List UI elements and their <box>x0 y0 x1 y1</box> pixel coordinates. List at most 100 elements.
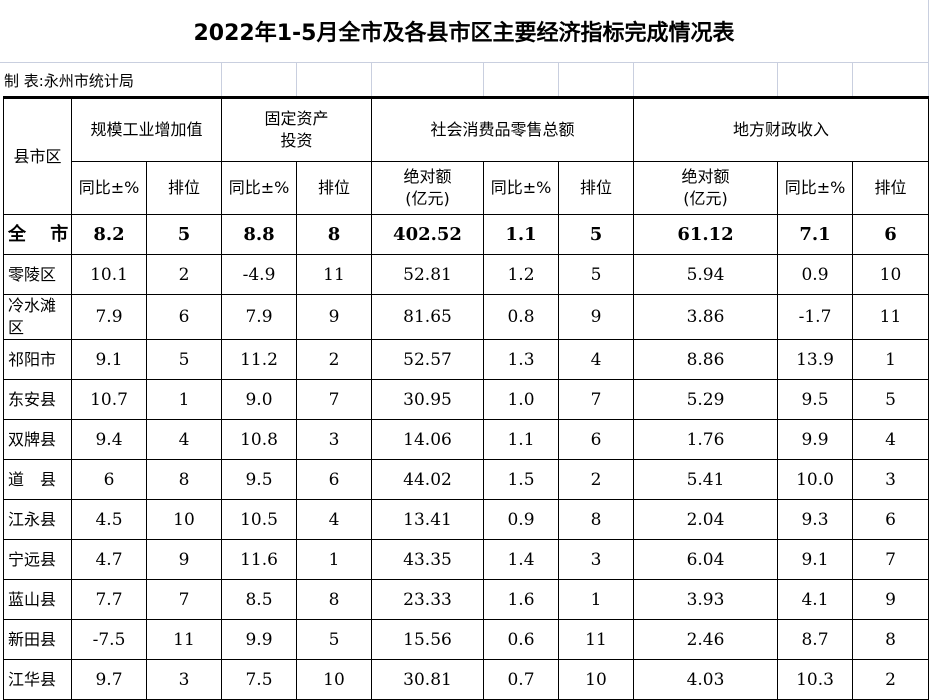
value-cell: 9.3 <box>777 499 853 540</box>
value-cell: 402.52 <box>371 214 484 255</box>
value-cell: 7.7 <box>71 579 147 620</box>
value-cell: 6 <box>852 499 929 540</box>
value-cell: 44.02 <box>371 459 484 500</box>
value-cell: 8 <box>296 214 372 255</box>
region-name: 东安县 <box>3 379 72 420</box>
header-fiscal: 地方财政收入 <box>633 97 929 162</box>
header-rank: 排位 <box>296 161 372 215</box>
value-cell: 1.4 <box>483 539 559 580</box>
region-name: 蓝山县 <box>3 579 72 620</box>
value-cell: 8 <box>558 499 634 540</box>
value-cell: 1.5 <box>483 459 559 500</box>
value-cell: 2 <box>558 459 634 500</box>
region-name: 新田县 <box>3 619 72 660</box>
value-cell: 3 <box>558 539 634 580</box>
value-cell: 4 <box>146 419 222 460</box>
value-cell: 5.41 <box>633 459 778 500</box>
value-cell: 5 <box>558 254 634 295</box>
header-yoy: 同比±% <box>483 161 559 215</box>
table-row: 零陵区 10.1 2 -4.9 11 52.81 1.2 5 5.94 0.9 10 <box>3 254 929 295</box>
total-row: 全 市 8.2 5 8.8 8 402.52 1.1 5 61.12 7.1 6 <box>3 214 929 255</box>
value-cell: 0.9 <box>777 254 853 295</box>
value-cell: 52.57 <box>371 339 484 380</box>
region-name: 全 市 <box>3 214 72 255</box>
value-cell: 11 <box>852 294 929 340</box>
value-cell: 5 <box>852 379 929 420</box>
value-cell: 7 <box>146 579 222 620</box>
header-absolute: 绝对额 (亿元) <box>633 161 778 215</box>
value-cell: 5 <box>146 214 222 255</box>
value-cell: 10.3 <box>777 659 853 700</box>
value-cell: 5.29 <box>633 379 778 420</box>
value-cell: 9.7 <box>71 659 147 700</box>
maker-row: 制 表:永州市统计局 <box>0 62 928 96</box>
value-cell: 1.1 <box>483 214 559 255</box>
value-cell: 10.1 <box>71 254 147 295</box>
value-cell: 7 <box>558 379 634 420</box>
value-cell: 8.86 <box>633 339 778 380</box>
value-cell: 8 <box>852 619 929 660</box>
value-cell: 4 <box>558 339 634 380</box>
header-retail: 社会消费品零售总额 <box>371 97 634 162</box>
value-cell: 11 <box>558 619 634 660</box>
value-cell: 5.94 <box>633 254 778 295</box>
value-cell: 9.9 <box>221 619 297 660</box>
maker-label: 制 表:永州市统计局 <box>4 72 134 90</box>
header-absolute: 绝对额 (亿元) <box>371 161 484 215</box>
value-cell: 3 <box>296 419 372 460</box>
header-fixed-investment: 固定资产 投资 <box>221 97 372 162</box>
value-cell: 2 <box>146 254 222 295</box>
value-cell: 9 <box>146 539 222 580</box>
value-cell: 8 <box>296 579 372 620</box>
value-cell: 23.33 <box>371 579 484 620</box>
value-cell: 9.0 <box>221 379 297 420</box>
value-cell: 13.41 <box>371 499 484 540</box>
region-name: 祁阳市 <box>3 339 72 380</box>
value-cell: 6 <box>71 459 147 500</box>
value-cell: 15.56 <box>371 619 484 660</box>
value-cell: 2.04 <box>633 499 778 540</box>
value-cell: 30.81 <box>371 659 484 700</box>
header-yoy: 同比±% <box>221 161 297 215</box>
value-cell: 8.7 <box>777 619 853 660</box>
value-cell: 4.1 <box>777 579 853 620</box>
value-cell: 11 <box>146 619 222 660</box>
value-cell: 9.5 <box>777 379 853 420</box>
value-cell: 4.03 <box>633 659 778 700</box>
value-cell: 10 <box>146 499 222 540</box>
value-cell: 2.46 <box>633 619 778 660</box>
value-cell: 5 <box>296 619 372 660</box>
value-cell: 4 <box>296 499 372 540</box>
value-cell: 3 <box>146 659 222 700</box>
value-cell: 1.3 <box>483 339 559 380</box>
value-cell: 6 <box>852 214 929 255</box>
value-cell: 1.6 <box>483 579 559 620</box>
value-cell: 7.1 <box>777 214 853 255</box>
value-cell: 10.8 <box>221 419 297 460</box>
value-cell: 43.35 <box>371 539 484 580</box>
value-cell: 1 <box>558 579 634 620</box>
value-cell: 1.1 <box>483 419 559 460</box>
header-industry: 规模工业增加值 <box>71 97 222 162</box>
value-cell: 9.1 <box>777 539 853 580</box>
value-cell: 9.5 <box>221 459 297 500</box>
value-cell: 5 <box>146 339 222 380</box>
value-cell: 1 <box>852 339 929 380</box>
value-cell: 4.7 <box>71 539 147 580</box>
value-cell: 6 <box>146 294 222 340</box>
value-cell: 14.06 <box>371 419 484 460</box>
value-cell: 10.0 <box>777 459 853 500</box>
value-cell: 81.65 <box>371 294 484 340</box>
header-yoy: 同比±% <box>71 161 147 215</box>
region-name: 双牌县 <box>3 419 72 460</box>
table-title: 2022年1-5月全市及各县市区主要经济指标完成情况表 <box>0 0 929 63</box>
value-cell: 11.2 <box>221 339 297 380</box>
region-name: 江永县 <box>3 499 72 540</box>
table-row: 祁阳市 9.1 5 11.2 2 52.57 1.3 4 8.86 13.9 1 <box>3 339 929 380</box>
value-cell: 0.9 <box>483 499 559 540</box>
value-cell: 10 <box>852 254 929 295</box>
value-cell: 4 <box>852 419 929 460</box>
region-name: 冷水滩区 <box>3 294 72 340</box>
value-cell: -4.9 <box>221 254 297 295</box>
region-name: 道 县 <box>3 459 72 500</box>
